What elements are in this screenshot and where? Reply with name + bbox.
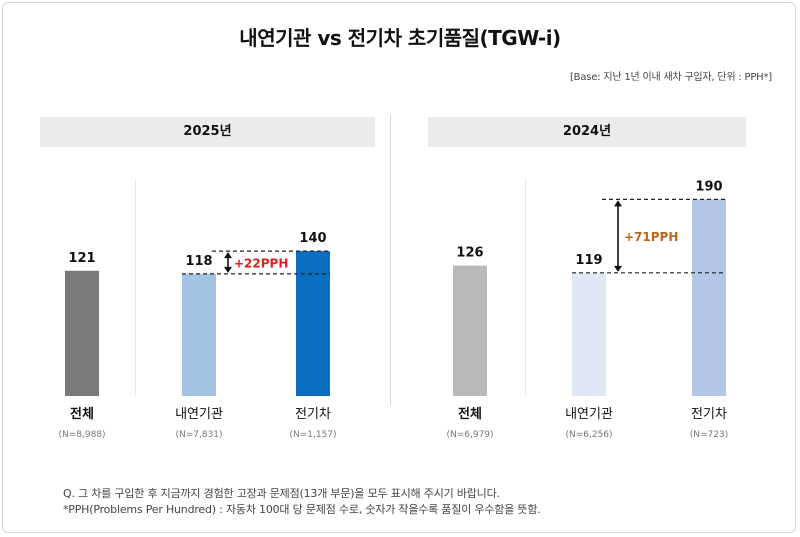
sample-size-2025-ev: (N=1,157)	[289, 430, 336, 440]
gap-arrowhead-up-2025	[224, 252, 232, 259]
bar-2024-ice	[572, 272, 606, 396]
divider-2024	[525, 180, 526, 395]
gap-label-2025: +22PPH	[234, 256, 288, 270]
gap-label-2024: +71PPH	[624, 230, 678, 244]
bar-2024-total	[453, 265, 487, 396]
value-label-2024-ev: 190	[695, 179, 722, 194]
value-label-2024-ice: 119	[575, 253, 602, 268]
category-label-2024-total: 전체	[458, 406, 482, 422]
gap-arrowhead-down-2025	[224, 266, 232, 273]
bar-2024-ev	[692, 199, 726, 396]
panel-separator	[390, 115, 391, 405]
bar-2025-total	[65, 270, 99, 396]
value-label-2024-total: 126	[456, 246, 483, 261]
sample-size-2025-ice: (N=7,831)	[175, 430, 222, 440]
bar-2025-ev	[296, 251, 330, 396]
panel-title-2024: 2024년	[428, 117, 746, 147]
gap-arrowhead-up-2024	[614, 200, 622, 207]
sample-size-2024-ev: (N=723)	[690, 430, 728, 440]
divider-2025	[135, 180, 136, 395]
chart-title: 내연기관 vs 전기차 초기품질(TGW-i)	[239, 26, 561, 50]
category-label-2025-total: 전체	[70, 406, 94, 422]
base-note: [Base: 지난 1년 이내 새차 구입자, 단위 : PPH*]	[569, 72, 772, 83]
category-label-2025-ev: 전기차	[295, 407, 331, 422]
gap-arrowhead-down-2024	[614, 265, 622, 272]
panel-title-2025: 2025년	[40, 117, 375, 147]
value-label-2025-ev: 140	[299, 231, 326, 246]
category-label-2024-ice: 내연기관	[565, 407, 613, 422]
value-label-2025-total: 121	[68, 251, 95, 266]
footnote-pph: *PPH(Problems Per Hundred) : 자동차 100대 당 …	[63, 503, 541, 516]
value-label-2025-ice: 118	[185, 254, 212, 269]
sample-size-2024-ice: (N=6,256)	[565, 430, 612, 440]
bar-2025-ice	[182, 273, 216, 396]
sample-size-2025-total: (N=8,988)	[58, 430, 105, 440]
category-label-2025-ice: 내연기관	[175, 407, 223, 422]
footnote-question: Q. 그 차를 구입한 후 지금까지 경험한 고장과 문제점(13개 부문)을 …	[63, 487, 500, 500]
sample-size-2024-total: (N=6,979)	[446, 430, 493, 440]
category-label-2024-ev: 전기차	[691, 407, 727, 422]
